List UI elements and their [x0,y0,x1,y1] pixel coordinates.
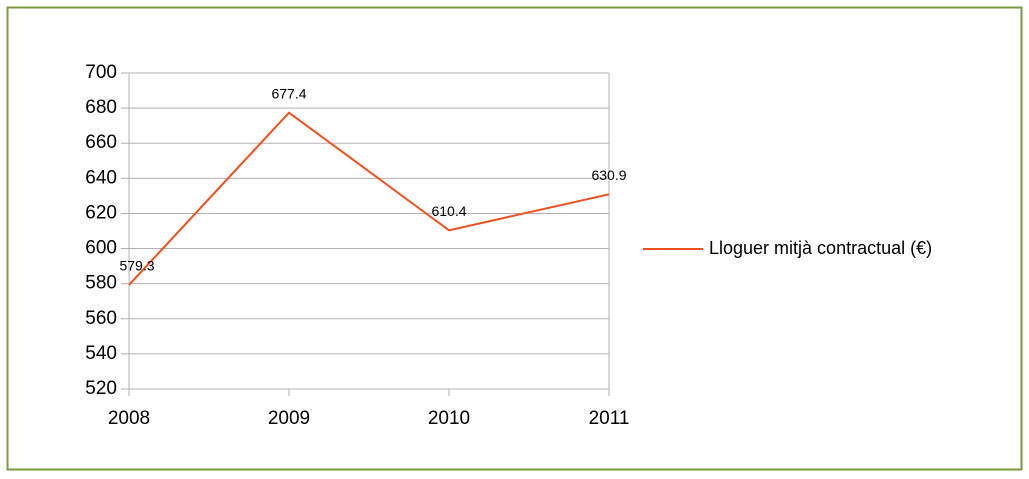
legend-label: Lloguer mitjà contractual (€) [709,238,932,258]
y-tick-label: 660 [85,132,117,153]
y-tick-label: 600 [85,238,117,259]
y-tick-label: 640 [85,167,117,188]
data-label: 579.3 [119,258,154,274]
y-tick-label: 560 [85,308,117,329]
x-tick-label: 2008 [108,408,150,429]
y-tick-label: 520 [85,378,117,399]
y-tick-label: 700 [85,62,117,83]
x-tick-label: 2010 [428,408,470,429]
y-tick-label: 680 [85,97,117,118]
y-tick-label: 620 [85,202,117,223]
x-tick-label: 2011 [589,408,630,429]
line-series [128,111,610,286]
data-label: 677.4 [271,85,306,101]
data-label: 630.9 [591,167,626,183]
data-label: 610.4 [431,203,466,219]
y-tick-label: 540 [85,343,117,364]
chart-frame [6,6,1023,471]
x-tick-label: 2009 [268,408,310,429]
y-tick-label: 580 [85,273,117,294]
